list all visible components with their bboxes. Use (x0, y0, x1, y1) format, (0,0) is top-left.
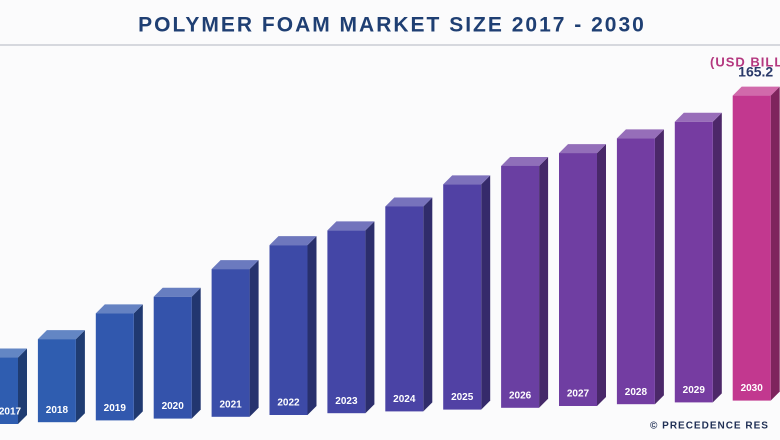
bar-side (539, 156, 549, 408)
x-tick-label: 2019 (104, 403, 127, 414)
bar-side (770, 86, 780, 401)
x-tick-label: 2020 (162, 401, 185, 412)
bar-top (0, 348, 27, 358)
bar (0, 357, 18, 424)
bar-top (616, 129, 664, 139)
bar-top (95, 304, 143, 314)
x-tick-label: 2028 (625, 387, 648, 398)
x-tick-label: 2025 (451, 392, 474, 403)
bar-top (327, 221, 375, 231)
x-tick-label: 2024 (393, 394, 416, 405)
bar-side (133, 304, 143, 421)
bar (327, 230, 366, 414)
x-tick-label: 2021 (219, 399, 242, 410)
x-tick-label: 2027 (567, 389, 590, 400)
bar-side (481, 175, 491, 410)
bar-top (501, 156, 549, 166)
bar (616, 138, 655, 405)
x-tick-label: 2029 (683, 385, 706, 396)
bar-side (654, 129, 664, 405)
bar-top (269, 236, 317, 246)
chart-title: POLYMER FOAM MARKET SIZE 2017 - 2030 (138, 14, 646, 37)
x-tick-label: 2017 (0, 407, 22, 418)
bar-top (153, 287, 201, 297)
bar-side (365, 221, 375, 414)
x-tick-label: 2022 (277, 398, 300, 409)
bar-side (712, 112, 722, 403)
bar (559, 153, 597, 406)
bar-top (559, 144, 606, 154)
bar-top (443, 175, 491, 185)
bar-side (18, 348, 27, 424)
bar-top (674, 112, 722, 122)
x-tick-label: 2023 (335, 396, 358, 407)
bar (501, 165, 540, 408)
bar (153, 296, 192, 419)
bar-side (75, 330, 85, 423)
bar-side (191, 287, 201, 419)
bar-side (307, 236, 317, 415)
x-tick-label: 2026 (509, 390, 532, 401)
value-label: 165.2 (738, 63, 773, 79)
x-tick-label: 2030 (741, 383, 764, 394)
bar (37, 339, 76, 423)
bar-side (597, 144, 606, 407)
bar (732, 95, 771, 401)
bar-side (249, 260, 259, 417)
bar (95, 313, 134, 421)
bar (269, 245, 308, 415)
bar-top (37, 330, 85, 340)
bar-top (732, 86, 780, 96)
bar (443, 184, 482, 410)
bar (385, 206, 424, 412)
bar (211, 269, 250, 417)
x-tick-label: 2018 (46, 405, 69, 416)
bar-top (385, 197, 433, 207)
source: © PRECEDENCE RES (650, 421, 769, 432)
bar (674, 121, 713, 403)
bar-side (423, 197, 433, 412)
unit-label: (USD BILLIO (710, 54, 780, 69)
bar-top (211, 260, 259, 270)
